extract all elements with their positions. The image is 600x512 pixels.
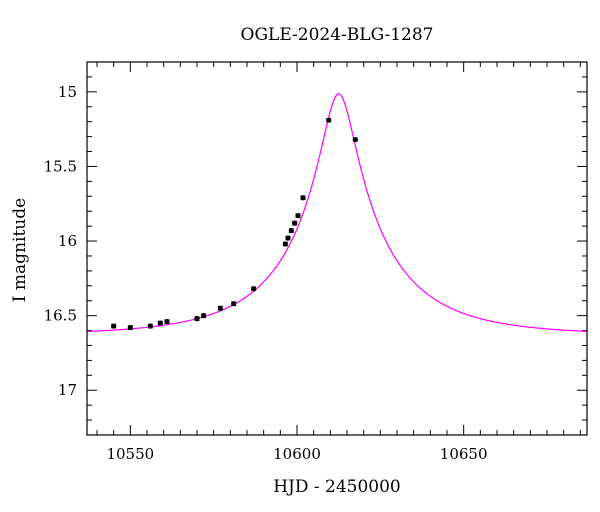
data-points xyxy=(111,117,358,331)
data-point xyxy=(147,323,153,329)
data-point xyxy=(194,316,200,322)
model-layer xyxy=(86,93,588,333)
data-point xyxy=(352,136,358,143)
data-point xyxy=(326,117,332,123)
data-point xyxy=(231,301,237,307)
data-point xyxy=(111,323,117,329)
data-point xyxy=(164,319,170,325)
x-tick-label: 10650 xyxy=(440,445,488,463)
y-axis-label: I magnitude xyxy=(10,198,30,302)
x-tick-label: 10600 xyxy=(273,445,321,463)
y-tick-label: 16 xyxy=(58,232,77,250)
minor-ticks xyxy=(87,61,587,436)
y-tick-label: 17 xyxy=(58,381,77,399)
data-point xyxy=(217,305,223,311)
data-point xyxy=(285,235,291,241)
data-point xyxy=(282,241,288,247)
plot-frame xyxy=(86,61,588,436)
y-tick-label: 15 xyxy=(58,83,77,101)
x-tick-label: 10550 xyxy=(106,445,154,463)
y-tick-label: 15.5 xyxy=(44,157,77,175)
data-point xyxy=(300,195,306,201)
data-point xyxy=(251,286,257,292)
data-point xyxy=(288,227,294,234)
data-point xyxy=(201,313,207,319)
data-point xyxy=(157,320,163,326)
x-axis-label: HJD - 2450000 xyxy=(273,477,401,497)
data-point xyxy=(292,220,298,226)
model-curve xyxy=(86,93,588,333)
data-point xyxy=(127,324,133,331)
tick-labels: 10550 10600 10650 15 15.5 16 16.5 17 xyxy=(44,83,488,463)
y-tick-label: 16.5 xyxy=(44,307,77,325)
data-point xyxy=(295,213,301,219)
chart-title: OGLE-2024-BLG-1287 xyxy=(241,25,434,45)
major-ticks xyxy=(87,62,587,435)
